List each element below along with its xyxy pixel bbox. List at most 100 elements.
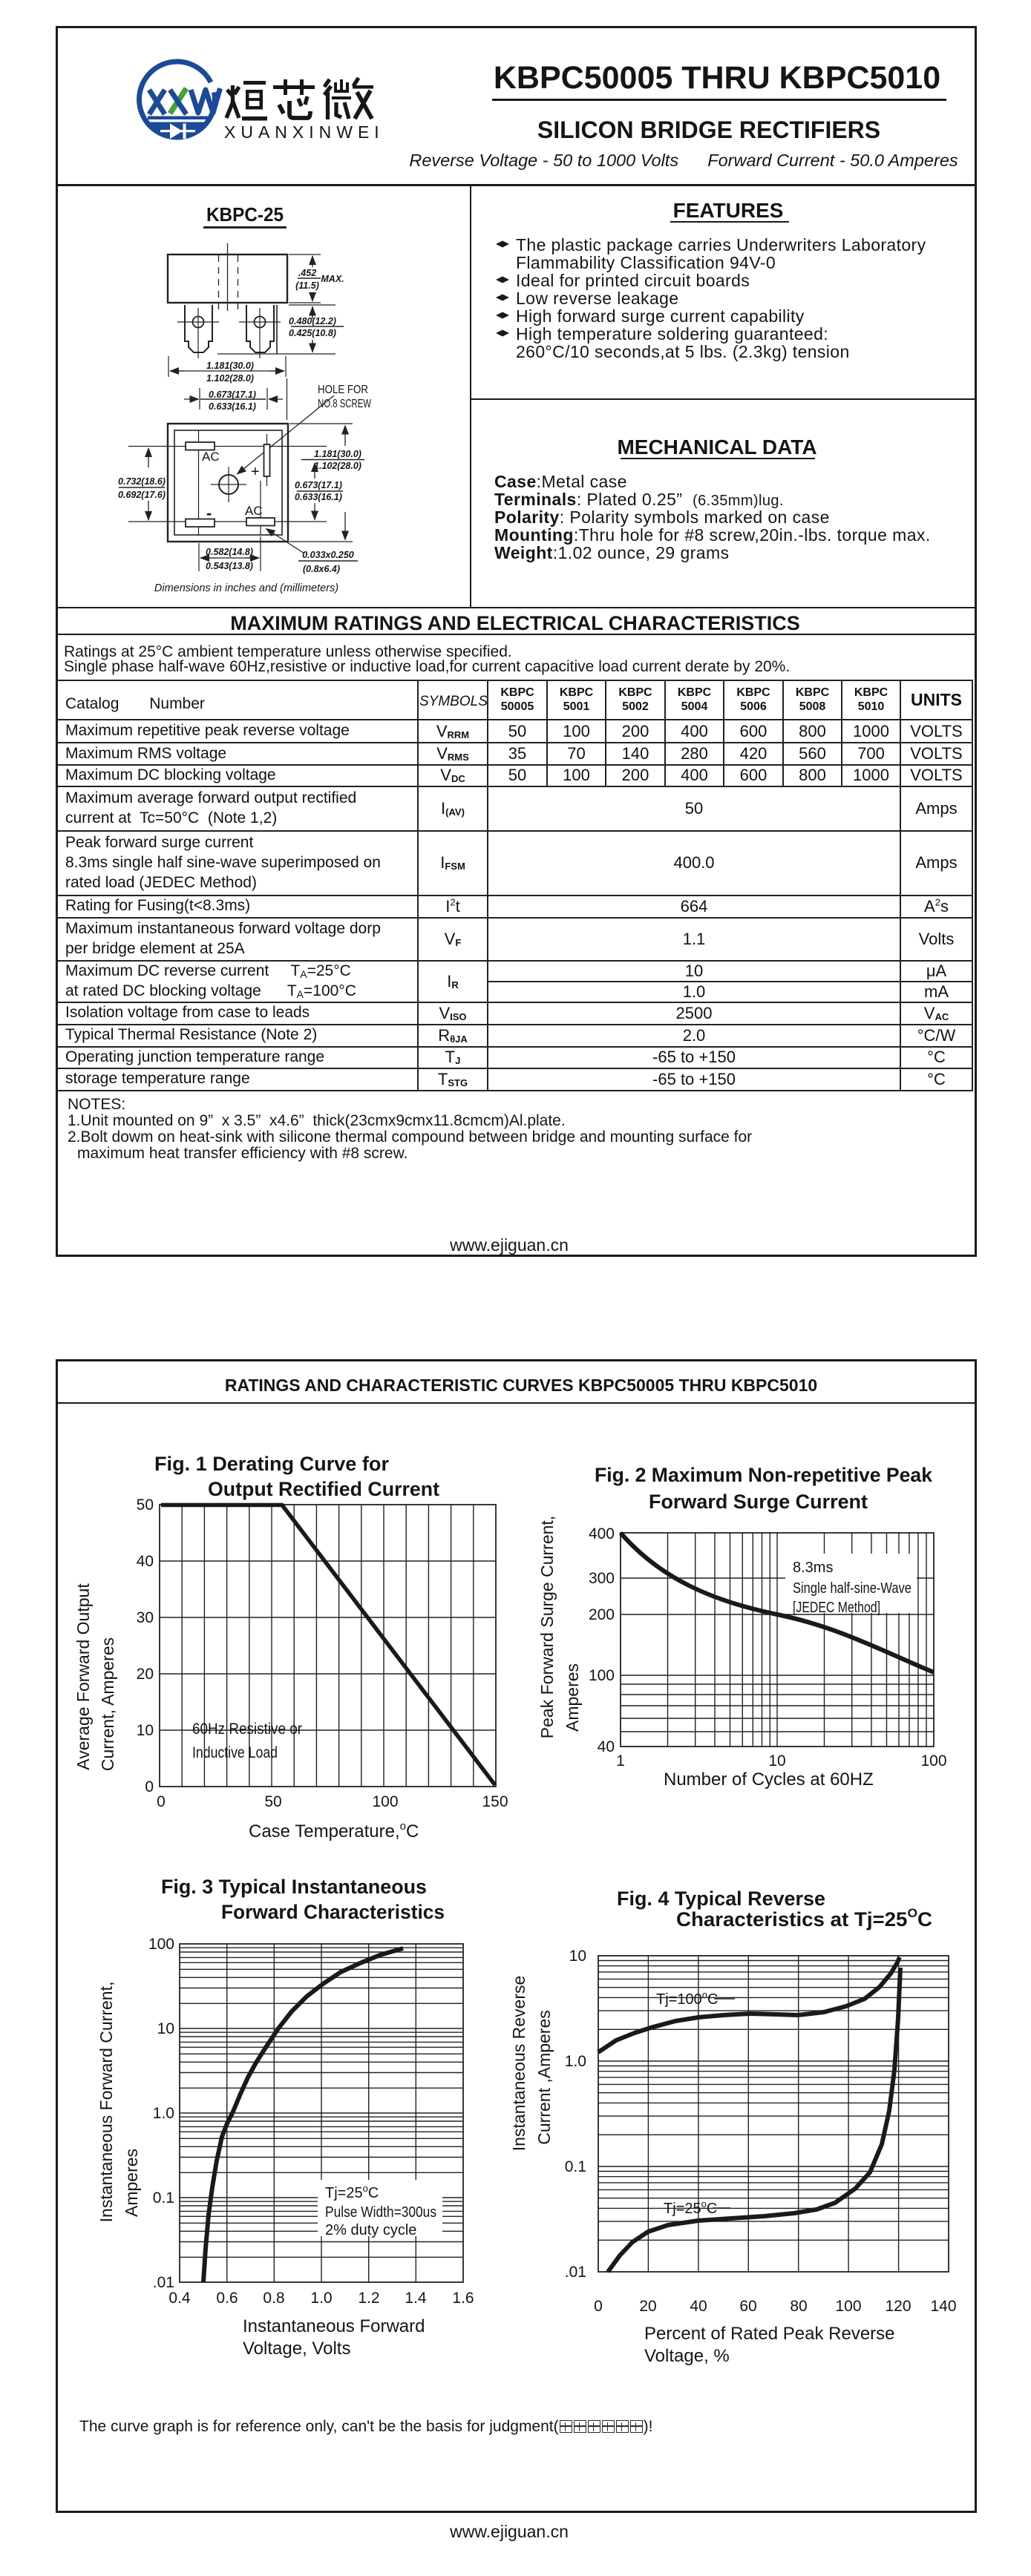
svg-text:0.1: 0.1 — [565, 2158, 586, 2175]
svg-text:1.0: 1.0 — [310, 2290, 332, 2307]
svg-text:Case Temperature,oC: Case Temperature,oC — [249, 1820, 419, 1841]
svg-text:0.582(14.8): 0.582(14.8) — [206, 547, 253, 557]
svg-text:Average Forward Output: Average Forward Output — [74, 1583, 93, 1770]
svg-text:100: 100 — [835, 2298, 861, 2315]
svg-text:(11.5): (11.5) — [295, 280, 319, 291]
svg-text:Fig. 2 Maximum Non-repetitive: Fig. 2 Maximum Non-repetitive Peak — [595, 1464, 933, 1486]
svg-text:30: 30 — [137, 1609, 154, 1626]
svg-text:8.3ms: 8.3ms — [793, 1560, 833, 1576]
svg-text:Tj=25oC: Tj=25oC — [664, 2198, 717, 2217]
svg-text:40: 40 — [598, 1738, 615, 1755]
svg-text:Fig. 3 Typical Instantaneous: Fig. 3 Typical Instantaneous — [161, 1876, 427, 1898]
svg-text:10: 10 — [157, 2020, 174, 2037]
svg-text:10: 10 — [569, 1948, 586, 1965]
svg-text:Current ,Amperes: Current ,Amperes — [534, 2010, 554, 2145]
svg-text:400: 400 — [589, 1525, 615, 1542]
svg-text:(0.8x6.4): (0.8x6.4) — [303, 564, 340, 574]
svg-text:0.543(13.8): 0.543(13.8) — [206, 561, 253, 571]
svg-text:200: 200 — [589, 1606, 615, 1623]
svg-text:10: 10 — [768, 1752, 785, 1770]
svg-text:20: 20 — [137, 1666, 154, 1683]
svg-text:Instantaneous Forward: Instantaneous Forward — [243, 2316, 425, 2336]
svg-text:140: 140 — [930, 2298, 956, 2315]
svg-text:0.6: 0.6 — [216, 2290, 238, 2307]
svg-text:100: 100 — [589, 1667, 615, 1684]
svg-text:Pulse Width=300us: Pulse Width=300us — [325, 2204, 436, 2221]
svg-text:Tj=100oC: Tj=100oC — [656, 1989, 718, 2008]
svg-text:AC: AC — [202, 450, 220, 464]
svg-text:Forward Characteristics: Forward Characteristics — [221, 1901, 445, 1923]
svg-text:Amperes: Amperes — [122, 2149, 141, 2217]
svg-text:Tj=25oC: Tj=25oC — [325, 2183, 379, 2201]
svg-text:50: 50 — [137, 1496, 154, 1514]
svg-text:150: 150 — [482, 1793, 508, 1810]
svg-text:[JEDEC Method]: [JEDEC Method] — [793, 1600, 880, 1616]
svg-text:NO.8 SCREW: NO.8 SCREW — [318, 398, 372, 410]
svg-text:Number of Cycles at 60HZ: Number of Cycles at 60HZ — [664, 1770, 874, 1790]
svg-text:Single half-sine-Wave: Single half-sine-Wave — [793, 1580, 911, 1597]
svg-text:Current, Amperes: Current, Amperes — [98, 1637, 117, 1771]
svg-text:MAX.: MAX. — [321, 274, 344, 284]
svg-text:Voltage, Volts: Voltage, Volts — [243, 2339, 350, 2359]
svg-text:HOLE FOR: HOLE FOR — [318, 384, 368, 396]
svg-text:0.4: 0.4 — [168, 2290, 191, 2307]
svg-text:100: 100 — [148, 1936, 174, 1953]
svg-text:0.425(10.8): 0.425(10.8) — [289, 328, 336, 338]
svg-text:.452: .452 — [298, 268, 316, 278]
svg-text:0.033x0.250: 0.033x0.250 — [302, 550, 354, 560]
svg-text:KBPC-25: KBPC-25 — [206, 203, 284, 226]
svg-text:40: 40 — [137, 1553, 154, 1570]
svg-text:10: 10 — [137, 1722, 154, 1739]
svg-text:1.4: 1.4 — [405, 2290, 427, 2307]
svg-text:0: 0 — [594, 2298, 603, 2315]
svg-text:0: 0 — [157, 1793, 166, 1810]
svg-text:Fig. 4 Typical Reverse: Fig. 4 Typical Reverse — [617, 1887, 825, 1910]
svg-text:Fig. 1 Derating Curve for: Fig. 1 Derating Curve for — [154, 1453, 389, 1475]
svg-text:0.8: 0.8 — [263, 2290, 284, 2307]
svg-text:.01: .01 — [153, 2274, 174, 2291]
svg-text:Voltage, %: Voltage, % — [644, 2346, 730, 2366]
svg-text:0: 0 — [145, 1778, 154, 1795]
svg-text:1.0: 1.0 — [565, 2053, 586, 2070]
svg-text:+: + — [251, 464, 260, 480]
svg-text:0.1: 0.1 — [153, 2189, 174, 2207]
svg-text:1.181(30.0): 1.181(30.0) — [314, 449, 361, 459]
svg-text:Instantaneous Forward Current,: Instantaneous Forward Current, — [96, 1982, 116, 2223]
svg-text:.01: .01 — [565, 2264, 586, 2281]
svg-text:60: 60 — [739, 2298, 756, 2315]
svg-text:0.732(18.6): 0.732(18.6) — [118, 476, 166, 487]
svg-text:1.102(28.0): 1.102(28.0) — [314, 461, 361, 471]
svg-text:Percent of Rated Peak Reverse: Percent of Rated Peak Reverse — [644, 2324, 895, 2344]
svg-text:0.633(16.1): 0.633(16.1) — [209, 401, 256, 412]
svg-text:Forward Surge Current: Forward Surge Current — [649, 1491, 868, 1513]
svg-text:60Hz Resistive or: 60Hz Resistive or — [192, 1721, 302, 1738]
svg-text:0.480(12.2): 0.480(12.2) — [289, 316, 336, 326]
svg-text:2% duty cycle: 2% duty cycle — [325, 2222, 416, 2238]
svg-text:1.0: 1.0 — [153, 2105, 174, 2122]
svg-text:1.6: 1.6 — [452, 2290, 474, 2307]
svg-text:80: 80 — [790, 2298, 807, 2315]
svg-text:100: 100 — [372, 1793, 398, 1810]
svg-text:AC: AC — [245, 504, 263, 518]
svg-text:0.673(17.1): 0.673(17.1) — [209, 390, 256, 400]
svg-text:40: 40 — [690, 2298, 707, 2315]
svg-text:100: 100 — [920, 1752, 946, 1770]
svg-text:Peak Forward Surge Current,: Peak Forward Surge Current, — [537, 1516, 557, 1738]
svg-text:1.102(28.0): 1.102(28.0) — [206, 373, 254, 384]
svg-text:Instantaneous Reverse: Instantaneous Reverse — [509, 1976, 528, 2152]
svg-text:Dimensions in inches and (mill: Dimensions in inches and (millimeters) — [154, 582, 338, 594]
svg-text:20: 20 — [639, 2298, 656, 2315]
svg-text:Inductive Load: Inductive Load — [192, 1744, 278, 1761]
svg-text:1.181(30.0): 1.181(30.0) — [206, 361, 254, 371]
svg-text:-: - — [206, 504, 212, 522]
svg-text:0.633(16.1): 0.633(16.1) — [295, 492, 342, 502]
svg-text:1: 1 — [616, 1752, 625, 1770]
svg-text:300: 300 — [589, 1570, 615, 1587]
svg-text:Output Rectified Current: Output Rectified Current — [208, 1478, 439, 1500]
svg-text:1.2: 1.2 — [358, 2290, 379, 2307]
svg-text:0.692(17.6): 0.692(17.6) — [118, 490, 166, 500]
svg-text:50: 50 — [264, 1793, 281, 1810]
svg-text:120: 120 — [885, 2298, 911, 2315]
svg-text:0.673(17.1): 0.673(17.1) — [295, 480, 342, 490]
